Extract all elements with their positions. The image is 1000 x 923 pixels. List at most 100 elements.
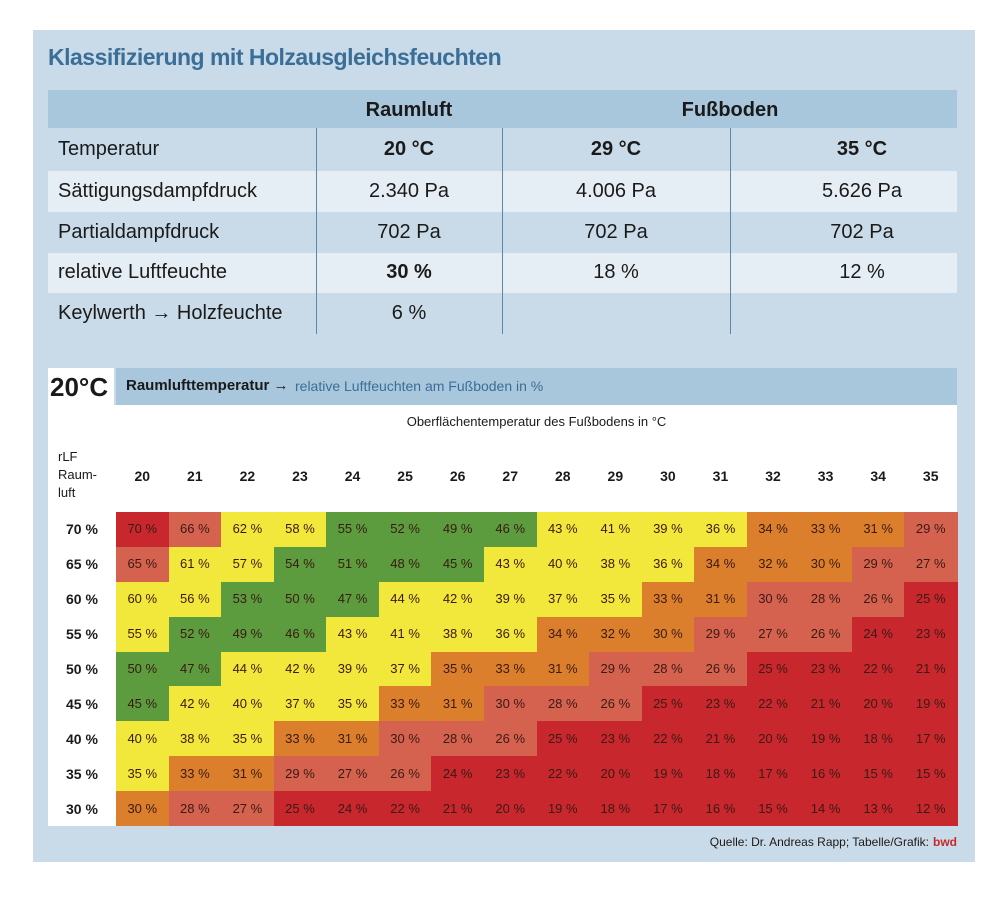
corner-label: luft xyxy=(58,485,76,500)
grid-cell xyxy=(746,512,800,548)
grid-cell xyxy=(799,616,853,653)
row-label: 35 % xyxy=(66,765,98,782)
cell-value: 27 % xyxy=(337,765,368,781)
cell-value: 31 % xyxy=(705,591,736,607)
grid-cell xyxy=(851,651,905,687)
grid-cell xyxy=(536,686,590,722)
grid-cell xyxy=(431,686,485,722)
cell-value: 46 % xyxy=(495,521,526,537)
cell-value: 35 % xyxy=(442,661,473,676)
cell-value: 18 % xyxy=(600,800,631,816)
column-label: 24 xyxy=(344,468,361,484)
row-label: 40 % xyxy=(66,730,98,747)
cell-value: 25 % xyxy=(758,661,788,676)
row-label: 45 % xyxy=(66,695,98,712)
cell: 702 Pa xyxy=(584,220,648,243)
source-text: Quelle: Dr. Andreas Rapp; Tabelle/Grafik… xyxy=(709,835,929,849)
cell-value: 38 % xyxy=(442,626,473,642)
column-divider xyxy=(502,128,503,293)
cell-value: 56 % xyxy=(180,591,210,607)
cell-value: 30 % xyxy=(758,591,788,607)
cell-value: 34 % xyxy=(758,521,788,537)
grid-cell xyxy=(116,721,170,757)
grid-cell xyxy=(746,616,800,653)
grid-cell xyxy=(273,581,327,618)
grid-cell xyxy=(904,512,958,548)
cell-value: 32 % xyxy=(600,626,631,642)
row-label: Temperatur xyxy=(58,137,160,160)
grid-cell xyxy=(904,651,958,687)
grid-cell xyxy=(378,651,432,687)
grid-cell xyxy=(536,651,590,687)
grid-cell xyxy=(746,791,800,827)
grid-header xyxy=(116,368,957,405)
grid-cell xyxy=(589,721,643,757)
cell-value: 35 % xyxy=(232,730,263,746)
grid-cell xyxy=(799,721,853,757)
cell-value: 21 % xyxy=(810,695,841,711)
column-label: 22 xyxy=(239,468,256,484)
cell-value: 37 % xyxy=(390,661,420,676)
cell: 2.340 Pa xyxy=(368,179,450,202)
grid-cell xyxy=(851,616,905,653)
cell-value: 27 % xyxy=(232,800,263,816)
grid-cell xyxy=(116,651,170,687)
cell-value: 33 % xyxy=(653,591,683,607)
grid-cell xyxy=(116,616,170,653)
cell-value: 26 % xyxy=(863,591,893,607)
cell-value: 21 % xyxy=(442,800,473,816)
cell-value: 45 % xyxy=(442,556,473,572)
cell-value: 17 % xyxy=(915,730,946,746)
cell-value: 49 % xyxy=(232,626,263,642)
cell-value: 29 % xyxy=(705,626,736,642)
grid-cell xyxy=(326,756,380,792)
grid-cell xyxy=(168,756,222,792)
grid-cell xyxy=(326,651,380,687)
grid-cell xyxy=(431,512,485,548)
cell-value: 39 % xyxy=(337,661,368,676)
grid-cell xyxy=(221,721,275,757)
grid-cell xyxy=(431,791,485,827)
column-label: 27 xyxy=(502,468,518,484)
cell-value: 37 % xyxy=(285,695,315,711)
column-label: 28 xyxy=(554,468,571,484)
cell-value: 21 % xyxy=(915,661,946,676)
grid-cell xyxy=(431,546,485,583)
cell-value: 30 % xyxy=(810,556,841,572)
grid-cell xyxy=(483,686,537,722)
grid-cell xyxy=(221,581,275,618)
grid-cell xyxy=(641,651,695,687)
cell-value: 33 % xyxy=(810,521,841,537)
cell-value: 20 % xyxy=(600,765,631,781)
grid-cell xyxy=(799,686,853,722)
cell-value: 31 % xyxy=(547,661,578,676)
cell-value: 66 % xyxy=(180,521,210,537)
grid-cell xyxy=(116,756,170,792)
grid-cell xyxy=(746,546,800,583)
cell-value: 42 % xyxy=(180,695,210,711)
grid-cell xyxy=(378,581,432,618)
cell-value: 20 % xyxy=(758,730,788,746)
cell-value: 35 % xyxy=(127,765,158,781)
row-label: 65 % xyxy=(66,556,98,573)
cell-value: 32 % xyxy=(758,556,788,572)
cell-value: 27 % xyxy=(915,556,946,572)
cell-value: 26 % xyxy=(390,765,420,781)
cell-value: 27 % xyxy=(758,626,788,642)
cell: 12 % xyxy=(839,261,885,283)
grid-cell xyxy=(799,546,853,583)
grid-cell xyxy=(431,756,485,792)
grid-cell xyxy=(589,512,643,548)
cell-value: 62 % xyxy=(232,521,263,537)
header-row xyxy=(48,90,957,128)
axis-label: Oberflächentemperatur des Fußbodens in °… xyxy=(406,414,667,429)
grid-cell xyxy=(483,512,537,548)
grid-cell xyxy=(694,791,748,827)
column-header: Raumluft xyxy=(365,99,453,121)
grid-cell xyxy=(694,721,748,757)
column-header: Fußboden xyxy=(681,99,779,121)
grid-cell xyxy=(694,756,748,792)
grid-cell xyxy=(904,546,958,583)
column-label: 21 xyxy=(187,468,203,484)
cell-value: 46 % xyxy=(285,626,315,642)
